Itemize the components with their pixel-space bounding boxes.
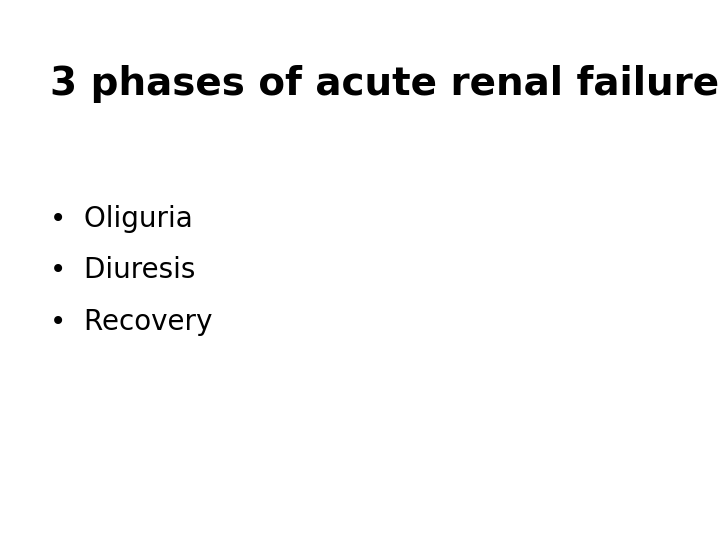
Text: •  Oliguria: • Oliguria xyxy=(50,205,193,233)
Text: •  Recovery: • Recovery xyxy=(50,308,213,336)
Text: 3 phases of acute renal failure: 3 phases of acute renal failure xyxy=(50,65,719,103)
Text: •  Diuresis: • Diuresis xyxy=(50,256,196,285)
